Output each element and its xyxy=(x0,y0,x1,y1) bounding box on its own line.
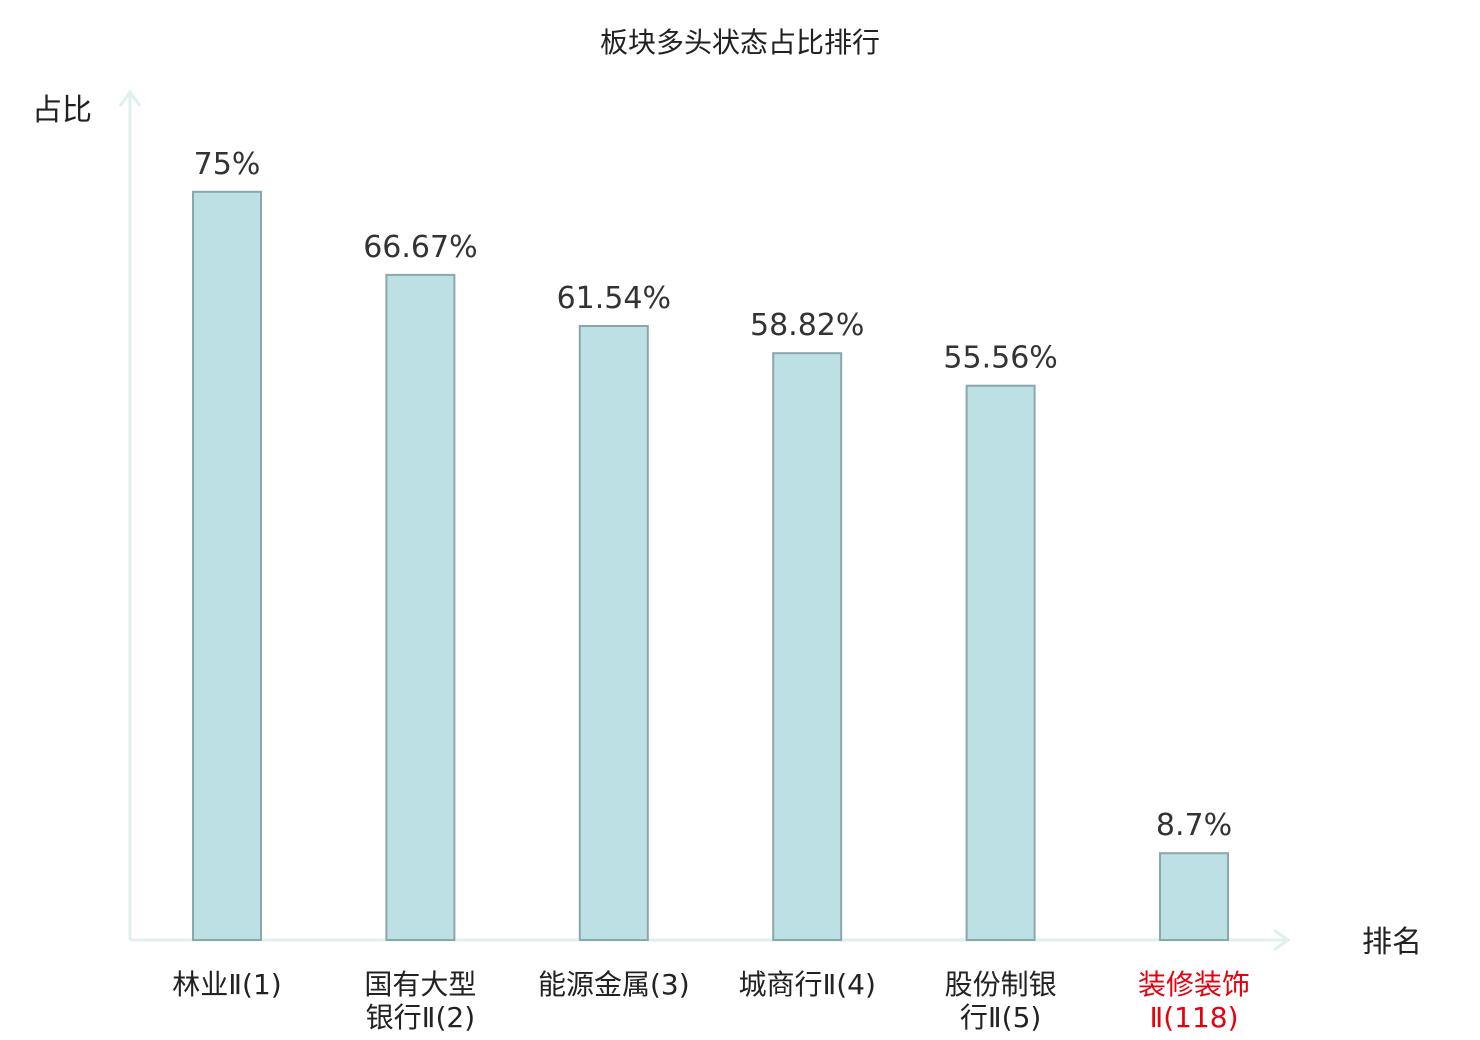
x-tick-label-line: 装修装饰 xyxy=(1138,968,1250,1001)
bar xyxy=(965,384,1036,941)
bar xyxy=(385,273,456,941)
x-axis-label: 排名 xyxy=(1362,925,1422,960)
x-tick-label: 能源金属(3) xyxy=(538,968,690,1001)
chart-title: 板块多头状态占比排行 xyxy=(600,26,880,59)
x-tick-label: 城商行Ⅱ(4) xyxy=(738,968,875,1001)
x-tick-label-line: 股份制银 xyxy=(945,968,1057,1001)
bar xyxy=(772,352,843,941)
y-axis-label: 占比 xyxy=(32,93,92,128)
data-label: 75% xyxy=(194,147,261,182)
x-tick-label: 装修装饰 Ⅱ(118) xyxy=(1138,968,1250,1034)
x-tick-label-line: 行Ⅱ(5) xyxy=(960,1001,1041,1034)
bar-series: 75% 林业Ⅱ(1) 66.67% 国有大型银行Ⅱ(2) 61.54% 能源金属(3) 58… xyxy=(172,147,1250,1034)
x-tick-label-line: 林业Ⅱ(1) xyxy=(172,968,281,1001)
x-tick-label-line: Ⅱ(118) xyxy=(1149,1001,1238,1034)
x-tick-label-line: 银行Ⅱ(2) xyxy=(366,1001,475,1034)
bar xyxy=(578,325,649,941)
data-label: 55.56% xyxy=(943,341,1057,376)
x-tick-label-line: 国有大型 xyxy=(364,968,476,1001)
data-label: 58.82% xyxy=(750,308,864,343)
x-tick-label: 股份制银行Ⅱ(5) xyxy=(945,968,1057,1034)
x-tick-label-line: 能源金属(3) xyxy=(538,968,690,1001)
data-label: 66.67% xyxy=(363,230,477,265)
bar xyxy=(1159,852,1229,942)
x-tick-label: 林业Ⅱ(1) xyxy=(172,968,281,1001)
y-axis-arrow xyxy=(118,89,142,107)
x-axis-arrow xyxy=(1273,928,1291,952)
data-label: 61.54% xyxy=(557,281,671,316)
x-tick-label-line: 城商行Ⅱ(4) xyxy=(738,968,875,1001)
data-label: 8.7% xyxy=(1156,808,1232,843)
bar xyxy=(192,190,262,942)
x-tick-label: 国有大型银行Ⅱ(2) xyxy=(364,968,476,1034)
